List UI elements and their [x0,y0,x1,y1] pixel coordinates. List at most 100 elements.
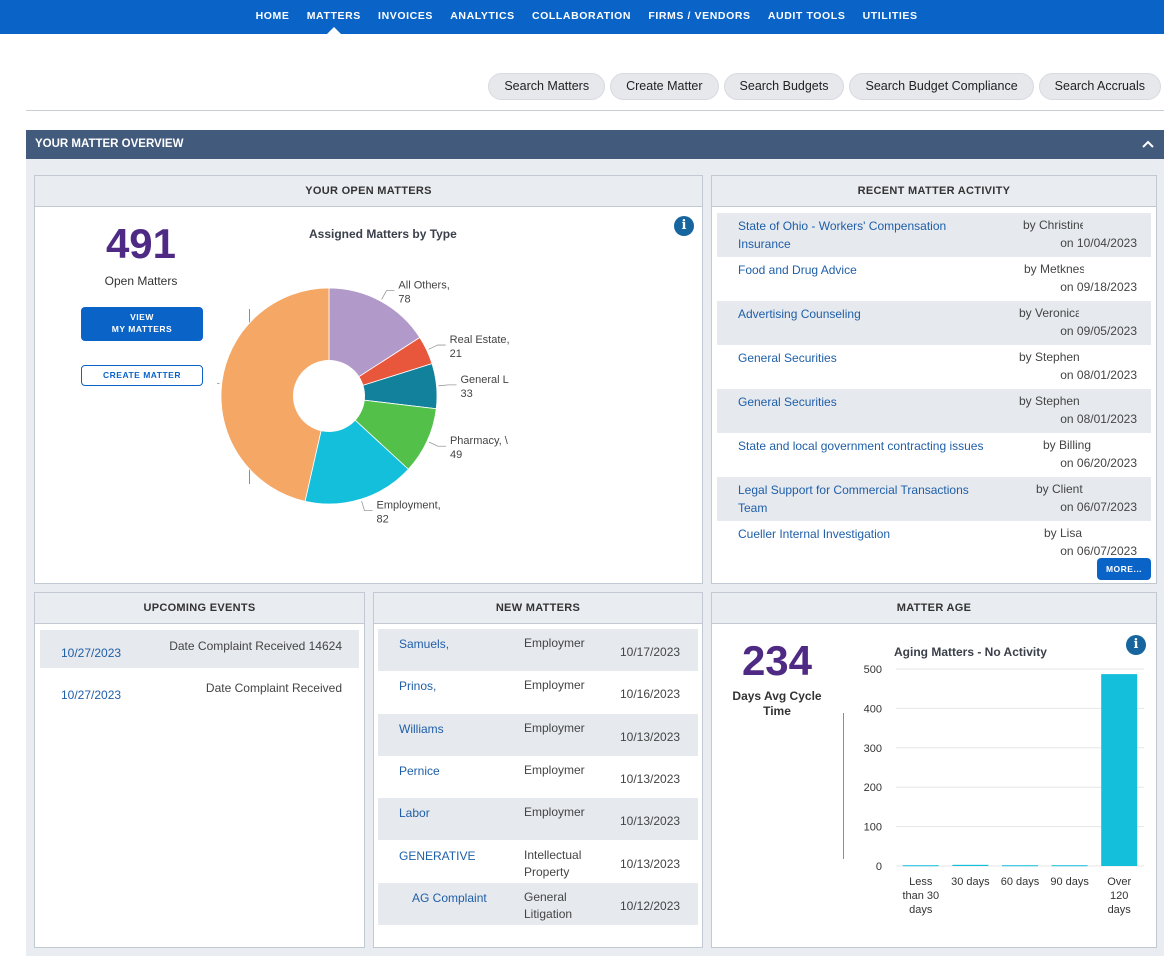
avg-cycle-days: 234 [741,637,813,684]
activity-row: Food and Drug Advice by Metknesh on 09/18/… [717,257,1151,301]
pie-slice-label: All Others, [398,280,449,292]
new-matter-link[interactable]: Samuels, [399,637,450,651]
event-date-link[interactable]: 10/27/2023 [61,646,122,660]
new-matter-link[interactable]: Prinos, [399,679,437,694]
aging-bar-chart: 0 100 200 300 400 500 Less than 30 days 30 days 60… [864,664,1144,916]
x-tick-label: 30 days [951,876,990,888]
new-matter-date: 10/12/2023 [620,898,681,913]
activity-matter-link[interactable]: State of Ohio - Workers' Compensation In… [738,219,947,251]
search-accruals-button[interactable]: Search Accruals [1038,73,1161,100]
matter-age-panel: MATTER AGE 234 Days Avg Cycle Time Aging… [711,592,1157,948]
aging-chart-title: Aging Matters - No Activity [894,645,1047,659]
info-icon[interactable]: i [1126,635,1146,655]
search-budget-compliance-button[interactable]: Search Budget Compliance [849,73,1034,100]
recent-activity-panel: RECENT MATTER ACTIVITY State of Ohio - W… [711,175,1157,584]
open-matters-label: Open Matters [104,274,178,288]
top-nav: HOME MATTERS INVOICES ANALYTICS COLLABORATIO… [0,0,1164,34]
x-tick-label: 90 days [1050,876,1089,888]
activity-matter-link[interactable]: Food and Drug Advice [738,263,857,277]
new-matter-type: Employmer [524,762,585,777]
create-matter-button[interactable]: Create Matter [610,73,719,100]
activity-row: State and local government contracting i… [717,433,1151,477]
activity-matter-link[interactable]: General Securities [738,351,837,365]
activity-matter-link[interactable]: State and local government contracting i… [738,439,984,453]
activity-user: by Christine [1023,218,1083,232]
pie-slice-value: 78 [398,294,410,306]
nav-item-invoices[interactable]: INVOICES [378,10,434,22]
nav-item-firms-vendors[interactable]: FIRMS / VENDORS [648,10,751,22]
event-date-link[interactable]: 10/27/2023 [61,688,122,702]
activity-row: General Securities by Stephen on 08/01/202… [717,389,1151,433]
event-row: 10/27/2023 Date Complaint Received [40,672,359,710]
more-button[interactable]: MORE... [1097,558,1151,580]
new-matter-link[interactable]: Labor [399,806,430,821]
y-tick-label: 100 [864,822,882,834]
activity-date: on 06/20/2023 [1060,456,1137,470]
pie-leader-line [381,290,395,300]
open-matters-count: 491 [105,220,177,267]
new-matter-date: 10/16/2023 [620,687,681,702]
upcoming-events-title: UPCOMING EVENTS [35,593,364,624]
activity-matter-link[interactable]: Advertising Counseling [738,307,861,321]
activity-user: by Client [1036,482,1083,496]
activity-user: by Stephen [1019,350,1079,364]
new-matter-row: GENERATIVE Intellectual Property 10/13/202… [378,841,698,883]
activity-matter-link[interactable]: General Securities [738,395,837,409]
new-matter-row: Pernice Employmer 10/13/2023 [378,756,698,798]
new-matter-link[interactable]: AG Complaint [412,890,487,905]
overview-title: YOUR MATTER OVERVIEW [35,138,184,150]
nav-item-matters[interactable]: MATTERS [298,0,369,34]
activity-user: by Stephen [1019,394,1079,408]
info-icon[interactable]: i [674,216,694,236]
y-tick-label: 400 [864,703,882,715]
search-budgets-button[interactable]: Search Budgets [723,73,845,100]
open-matters-title: YOUR OPEN MATTERS [35,176,702,207]
new-matter-date: 10/13/2023 [620,814,681,829]
new-matter-type: Employmer [524,720,585,735]
x-tick-label: 60 days [1001,876,1040,888]
pie-chart-title: Assigned Matters by Type [309,227,457,241]
activity-user: by Billing [1043,438,1092,452]
nav-item-audit-tools[interactable]: AUDIT TOOLS [767,10,846,22]
activity-date: on 10/04/2023 [1060,236,1137,250]
x-tick-label: Over [1107,876,1131,888]
search-matters-button[interactable]: Search Matters [488,73,606,100]
open-matters-panel: YOUR OPEN MATTERS 491 Open Matters VIEW … [34,175,703,584]
new-matter-row: Samuels, Employmer 10/17/2023 [378,629,698,671]
new-matter-type: Intellectual Property [524,847,582,879]
event-row: 10/27/2023 Date Complaint Received 14624 [40,630,359,668]
overview-header[interactable]: YOUR MATTER OVERVIEW [26,130,1164,159]
nav-item-home[interactable]: HOME [255,10,290,22]
activity-matter-link[interactable]: Legal Support for Commercial Transaction… [738,483,969,515]
pie-slice-label: Employment, [377,500,441,512]
pie-leader-line [428,344,446,350]
y-tick-label: 200 [864,782,882,794]
bar[interactable] [902,865,939,867]
x-tick-label: days [1108,904,1132,916]
activity-date: on 09/18/2023 [1060,280,1137,294]
activity-matter-link[interactable]: Cueller Internal Investigation [738,527,891,541]
pie-slice[interactable] [220,287,330,502]
bar[interactable] [1051,865,1088,867]
new-matter-link[interactable]: GENERATIVE [399,848,476,863]
pie-slice-label: Real Estate, [450,334,510,346]
chevron-up-icon[interactable] [1142,132,1154,154]
nav-item-utilities[interactable]: UTILITIES [862,10,918,22]
pie-slice-value: 33 [460,388,472,400]
new-matter-link[interactable]: Pernice [399,763,440,778]
new-matters-title: NEW MATTERS [374,593,702,624]
bar[interactable] [952,864,989,866]
event-description: Date Complaint Received [205,681,342,695]
activity-date: on 06/07/2023 [1060,544,1137,558]
view-my-matters-button[interactable]: VIEW MY MATTERS [81,307,203,341]
activity-date: on 09/05/2023 [1060,324,1137,338]
create-matter-panel-button[interactable]: CREATE MATTER [81,365,203,386]
bar[interactable] [1002,865,1038,867]
bar[interactable] [1101,674,1138,866]
new-matters-panel: NEW MATTERS Samuels, Employmer 10/17/2023 P… [373,592,703,948]
nav-item-analytics[interactable]: ANALYTICS [450,10,515,22]
nav-item-collaboration[interactable]: COLLABORATION [531,10,632,22]
new-matter-link[interactable]: Williams [399,721,444,736]
activity-date: on 08/01/2023 [1060,412,1137,426]
activity-date: on 08/01/2023 [1060,368,1137,382]
